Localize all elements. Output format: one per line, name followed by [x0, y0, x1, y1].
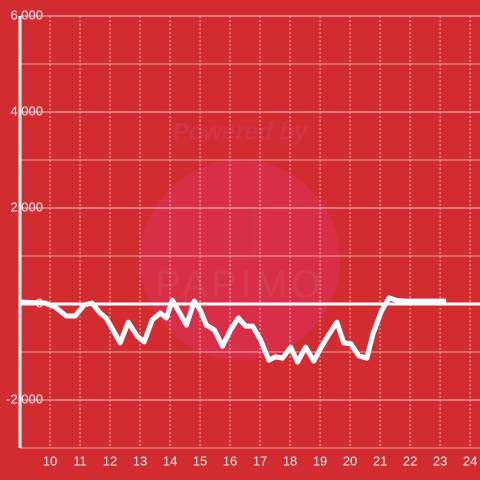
x-tick-label: 23: [433, 453, 447, 468]
x-tick-label: 24: [463, 453, 477, 468]
x-tick-label: 17: [253, 453, 267, 468]
x-tick-label: 11: [73, 453, 87, 468]
x-tick-label: 19: [313, 453, 327, 468]
x-tick-label: 22: [403, 453, 417, 468]
y-tick-label: 6,000: [10, 7, 43, 22]
watermark-text: PAPIMO: [156, 264, 325, 306]
y-tick-label: 2,000: [10, 199, 43, 214]
line: [19, 295, 447, 365]
watermark-text: Powered by: [173, 118, 309, 145]
y-tick-label: -2,000: [6, 391, 43, 406]
x-tick-label: 12: [103, 453, 117, 468]
x-tick-label: 15: [193, 453, 207, 468]
x-tick-label: 10: [43, 453, 57, 468]
x-tick-label: 14: [163, 453, 177, 468]
x-tick-label: 21: [373, 453, 387, 468]
x-tick-label: 16: [223, 453, 237, 468]
watermark: Powered by PAPIMO: [140, 118, 340, 360]
x-tick-label: 18: [283, 453, 297, 468]
x-tick-label: 20: [343, 453, 357, 468]
y-tick-label: 4,000: [10, 103, 43, 118]
x-tick-label: 13: [133, 453, 147, 468]
